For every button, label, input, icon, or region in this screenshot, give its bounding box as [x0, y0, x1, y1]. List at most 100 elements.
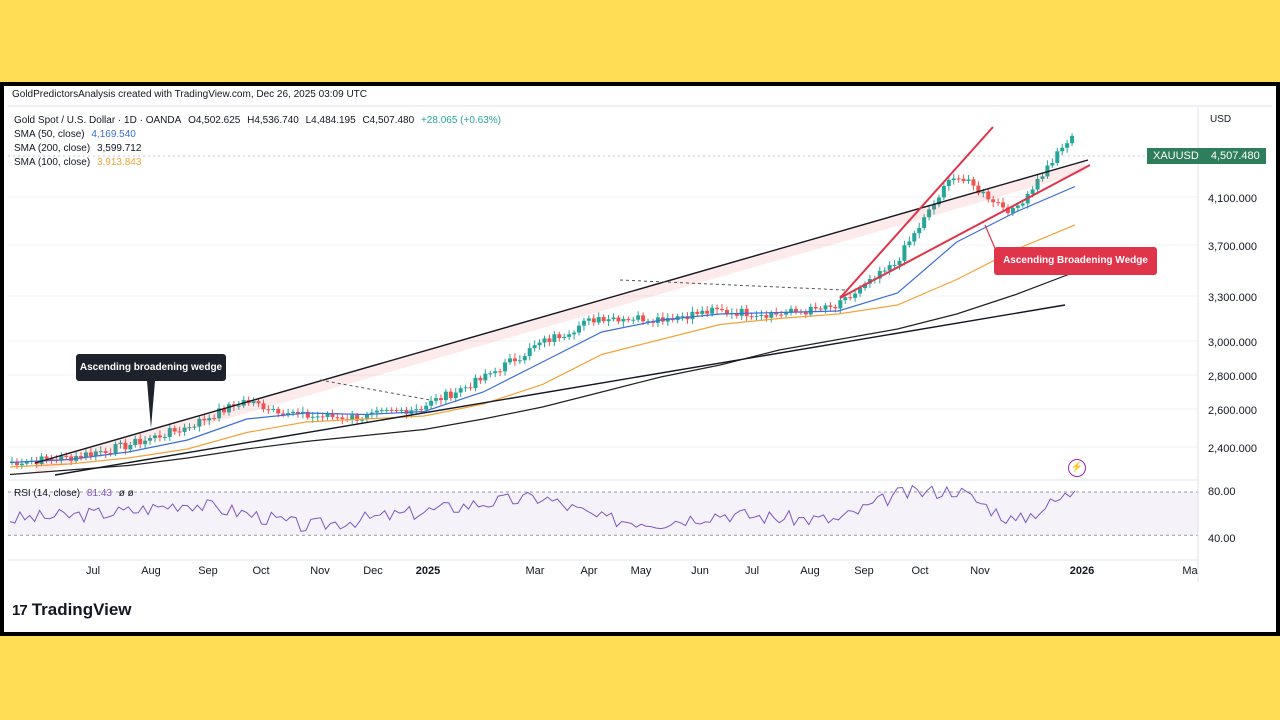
candle: [325, 411, 330, 421]
time-tick: Apr: [580, 565, 598, 577]
candle: [522, 352, 527, 364]
candle-body: [443, 391, 448, 401]
candle-body: [113, 444, 118, 454]
candle-body: [823, 305, 828, 310]
price-tick: 2,800.000: [1208, 371, 1257, 383]
candle-body: [784, 312, 789, 315]
candle: [24, 459, 29, 467]
candle-body: [1070, 135, 1075, 144]
candle: [133, 435, 138, 448]
candle: [927, 204, 932, 221]
ohlc-low: L4,484.195: [305, 115, 356, 126]
candle-body: [641, 315, 646, 322]
candle: [897, 257, 902, 270]
candle: [611, 313, 616, 322]
candle: [192, 424, 197, 430]
candle-body: [202, 418, 207, 421]
time-tick: Mar: [525, 565, 545, 577]
candle: [951, 173, 956, 185]
candle: [226, 401, 231, 416]
candle-body: [547, 338, 552, 342]
candle: [971, 176, 976, 191]
candle: [517, 355, 522, 365]
candle-body: [542, 338, 547, 343]
candle-body: [419, 409, 424, 411]
candle-body: [734, 313, 739, 316]
candle: [10, 456, 14, 466]
candle-body: [744, 308, 749, 317]
candle: [641, 312, 646, 326]
candle: [991, 195, 996, 208]
candle-body: [710, 307, 715, 314]
candle-body: [739, 308, 744, 316]
candle-body: [49, 458, 54, 460]
candle-body: [488, 373, 493, 375]
sma50-value: 4,169.540: [91, 129, 136, 140]
candle-body: [1005, 207, 1010, 214]
candle-body: [922, 217, 927, 228]
candle-body: [172, 428, 177, 432]
candle: [986, 189, 991, 203]
symbol-legend[interactable]: Gold Spot / U.S. Dollar · 1D · OANDA O4,…: [14, 115, 505, 126]
candle: [374, 406, 379, 418]
candle-body: [143, 440, 148, 445]
candle-body: [340, 417, 345, 420]
rsi-legend[interactable]: RSI (14, close) 81.43 ø ø: [14, 488, 138, 499]
symbol-name: Gold Spot / U.S. Dollar · 1D · OANDA: [14, 115, 182, 126]
currency-label[interactable]: USD: [1210, 114, 1232, 125]
candle-body: [892, 265, 897, 267]
time-tick: Aug: [141, 565, 161, 577]
candle: [606, 314, 611, 327]
candle: [98, 446, 103, 457]
candle: [222, 405, 227, 416]
candle-body: [493, 371, 498, 374]
candle-body: [838, 300, 843, 309]
candle: [389, 407, 394, 414]
candle-body: [902, 245, 907, 261]
upper-channel-band: [35, 160, 1085, 474]
sma50-legend[interactable]: SMA (50, close) 4,169.540: [14, 129, 140, 140]
candle: [152, 432, 157, 443]
candle: [715, 304, 720, 315]
candle-body: [365, 414, 369, 420]
sma200-legend[interactable]: SMA (200, close) 3,599.712: [14, 143, 145, 154]
candle-body: [64, 455, 69, 457]
rsi-band: [8, 492, 1198, 536]
candle: [473, 374, 478, 392]
sma100-legend[interactable]: SMA (100, close) 3,913.843: [14, 157, 145, 168]
candle-body: [577, 325, 582, 333]
candle-body: [448, 391, 453, 398]
candle: [59, 452, 64, 464]
candle-body: [355, 415, 360, 421]
candle: [478, 375, 483, 384]
candle-body: [616, 317, 621, 322]
candle-body: [222, 408, 227, 413]
candle: [902, 240, 907, 266]
candle: [128, 441, 133, 453]
lightning-icon[interactable]: ⚡: [1068, 459, 1086, 477]
candle: [286, 408, 291, 418]
candle-body: [512, 358, 517, 362]
candle-body: [399, 410, 404, 412]
candle-body: [966, 179, 971, 182]
candle-body: [157, 435, 162, 438]
candle: [29, 456, 34, 465]
time-tick: Oct: [911, 565, 929, 577]
rsi-value: 81.43: [86, 488, 112, 499]
candle: [434, 394, 439, 405]
candle-body: [197, 418, 202, 427]
candle: [379, 407, 384, 414]
candle-body: [936, 197, 941, 205]
candle-body: [862, 283, 867, 289]
candle: [976, 181, 981, 196]
candle-body: [887, 265, 892, 271]
time-tick: May: [630, 565, 652, 577]
candle: [636, 311, 641, 323]
ohlc-open: O4,502.625: [188, 115, 241, 126]
candle: [300, 406, 305, 419]
time-tick: Jun: [691, 565, 709, 577]
candle: [83, 449, 88, 461]
candle: [877, 266, 882, 284]
candle: [650, 318, 655, 327]
